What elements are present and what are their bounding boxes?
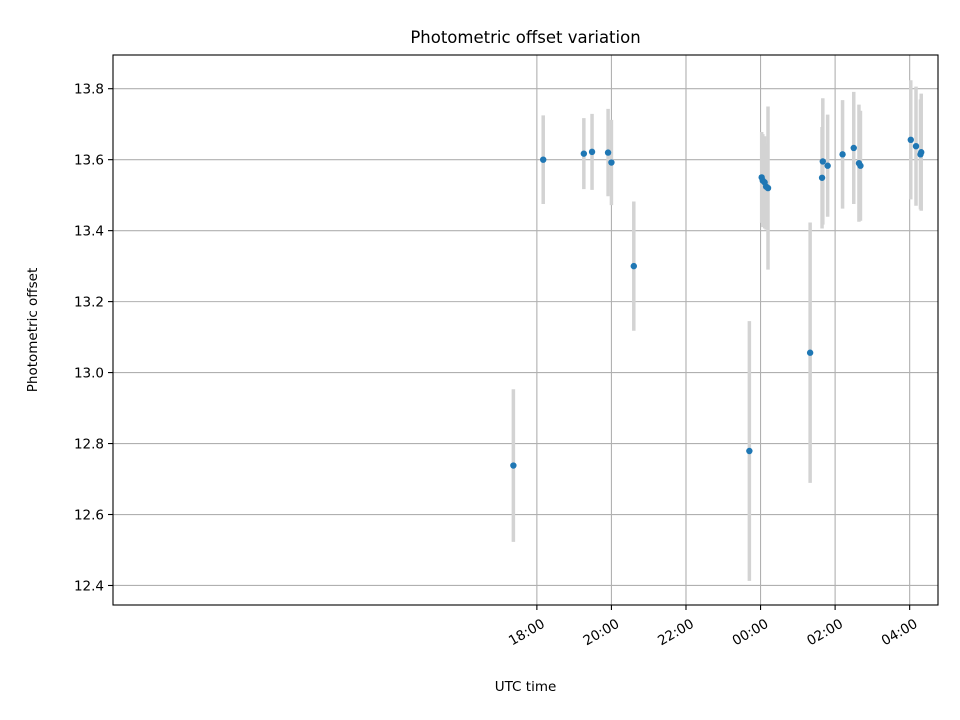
data-point [818,174,826,181]
data-point [630,262,637,270]
data-point [850,144,857,152]
y-axis-label: Photometric offset [25,268,41,392]
data-point [839,151,846,158]
x-axis-label: UTC time [495,679,557,695]
data-point [746,447,753,455]
plot-frame [112,54,939,606]
y-tick-label: 12.4 [74,578,104,594]
data-point [608,159,615,166]
data-points [510,136,925,469]
data-point [540,156,547,163]
data-point [510,462,517,469]
plot-area [113,55,938,605]
grid-lines [113,55,938,605]
data-point [764,184,772,192]
y-tick-label: 13.4 [74,224,104,240]
y-tick-label: 13.2 [74,295,104,311]
data-point [819,158,827,165]
data-point [806,349,814,356]
y-tick-label: 12.8 [74,437,104,453]
data-point [912,142,920,150]
y-tick-label: 13.0 [74,366,104,382]
data-point [907,136,914,144]
data-point [857,162,864,169]
data-point [580,150,588,157]
data-point [824,162,831,169]
y-tick-label: 13.6 [74,153,104,169]
chart-title: Photometric offset variation [410,28,640,47]
y-tick-label: 12.6 [74,508,104,524]
data-point [918,149,925,156]
data-point [588,148,596,156]
data-point [604,149,612,156]
y-tick-label: 13.8 [74,82,104,98]
